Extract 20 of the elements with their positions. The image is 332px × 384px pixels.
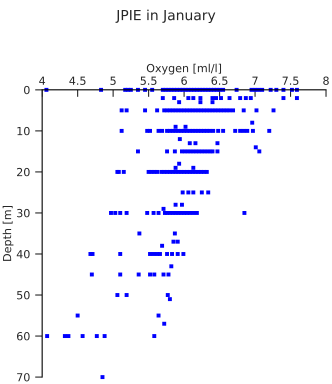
y-tick-label: 60 bbox=[16, 332, 30, 340]
x-tick-label: 7.5 bbox=[282, 76, 298, 85]
chart-title: JPIE in January bbox=[116, 10, 216, 24]
x-tick-label: 6.5 bbox=[212, 76, 228, 85]
x-tick-label: 5 bbox=[110, 76, 116, 85]
x-tick-label: 4.5 bbox=[69, 76, 86, 85]
y-tick-label: 70 bbox=[17, 373, 30, 382]
x-axis-title: Oxygen [ml/l] bbox=[146, 64, 222, 74]
x-tick-label: 7 bbox=[252, 76, 258, 85]
y-tick-label: 40 bbox=[16, 250, 30, 258]
x-tick-label: 6 bbox=[181, 76, 187, 85]
y-tick-label: 20 bbox=[17, 168, 30, 176]
y-tick-label: 0 bbox=[24, 86, 30, 94]
x-tick-label: 5.5 bbox=[140, 76, 156, 85]
y-tick-label: 10 bbox=[17, 126, 30, 136]
x-tick-label: 8 bbox=[323, 76, 329, 85]
y-tick-label: 50 bbox=[17, 290, 30, 300]
y-axis-title: Depth [m] bbox=[2, 206, 14, 261]
y-tick-label: 30 bbox=[17, 208, 30, 218]
x-tick-label: 4 bbox=[39, 76, 46, 85]
